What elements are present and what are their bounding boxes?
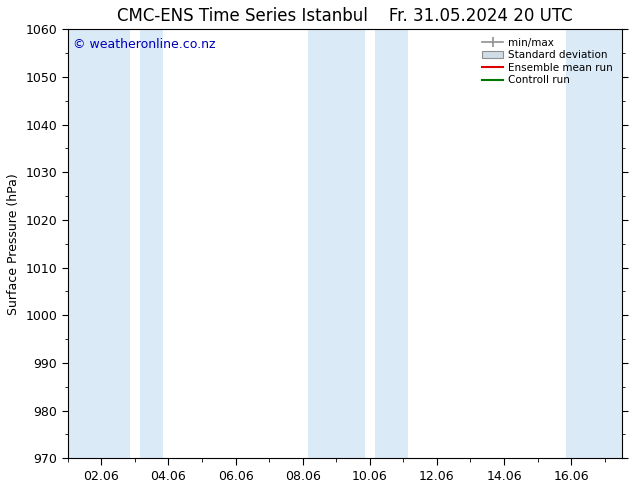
Text: © weatheronline.co.nz: © weatheronline.co.nz — [74, 38, 216, 51]
Bar — [68, 29, 130, 458]
Bar — [375, 29, 408, 458]
Bar — [307, 29, 365, 458]
Legend: min/max, Standard deviation, Ensemble mean run, Controll run: min/max, Standard deviation, Ensemble me… — [479, 34, 616, 89]
Title: CMC-ENS Time Series Istanbul    Fr. 31.05.2024 20 UTC: CMC-ENS Time Series Istanbul Fr. 31.05.2… — [117, 7, 573, 25]
Bar — [566, 29, 621, 458]
Bar — [140, 29, 164, 458]
Y-axis label: Surface Pressure (hPa): Surface Pressure (hPa) — [7, 173, 20, 315]
